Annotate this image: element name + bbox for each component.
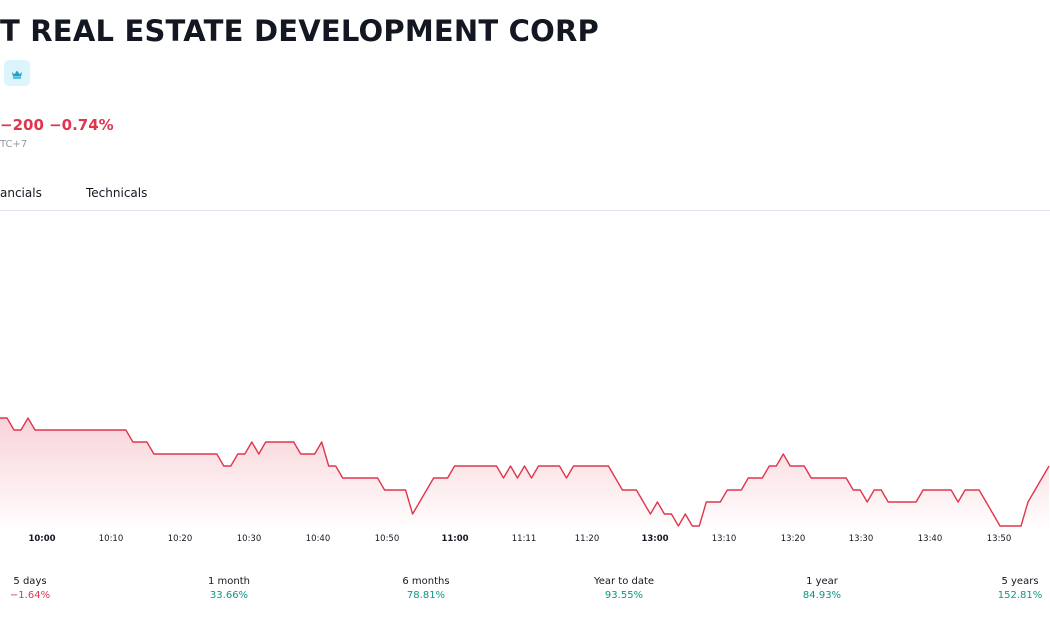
x-tick-label: 10:40 [306,534,331,544]
x-tick-label: 10:00 [28,534,55,544]
x-tick-label: 10:50 [375,534,400,544]
x-tick-label: 10:10 [99,534,124,544]
premium-badge[interactable] [4,60,30,86]
tab-divider [0,210,1050,211]
performance-item[interactable]: 6 months 78.81% [381,576,471,601]
performance-value: 152.81% [997,590,1043,601]
performance-value: 93.55% [604,590,644,601]
performance-row: 5 days −1.64% 1 month 33.66% 6 months 78.81% Y… [0,576,1050,612]
performance-value: 33.66% [209,590,249,601]
x-tick-label: 13:30 [849,534,874,544]
x-tick-label: 11:20 [575,534,600,544]
performance-period-label: 1 year [806,576,838,587]
x-tick-label: 10:30 [237,534,262,544]
x-tick-label: 13:50 [987,534,1012,544]
performance-item[interactable]: 1 year 84.93% [777,576,867,601]
price-change: −200 −0.74% [0,116,114,134]
x-tick-label: 13:40 [918,534,943,544]
x-tick-label: 13:10 [712,534,737,544]
company-title: T REAL ESTATE DEVELOPMENT CORP [0,14,599,48]
performance-item[interactable]: 5 years 152.81% [975,576,1050,601]
performance-period-label: 5 days [13,576,47,587]
performance-value: −1.64% [9,590,51,601]
performance-period-label: 6 months [402,576,450,587]
performance-item[interactable]: 1 month 33.66% [184,576,274,601]
price-area-fill [0,418,1049,528]
performance-period-label: 5 years [1001,576,1039,587]
performance-value: 78.81% [406,590,446,601]
x-tick-label: 10:20 [168,534,193,544]
tab-technicals[interactable]: Technicals [86,186,148,200]
x-tick-label: 11:00 [441,534,468,544]
tab-financials[interactable]: ancials [0,186,42,200]
performance-item[interactable]: 5 days −1.64% [0,576,75,601]
crown-icon [11,64,23,83]
x-tick-label: 13:20 [781,534,806,544]
performance-period-label: Year to date [593,576,655,587]
performance-item[interactable]: Year to date 93.55% [579,576,669,601]
x-axis-ticks: 10:00 10:10 10:20 10:30 10:40 10:50 11:00 11:11… [28,534,1011,544]
price-line [0,417,1050,527]
x-tick-label: 11:11 [512,534,537,544]
timezone-label: TC+7 [0,139,28,150]
tab-bar: ancials Technicals [0,186,1050,210]
performance-value: 84.93% [802,590,842,601]
performance-period-label: 1 month [208,576,250,587]
x-tick-label: 13:00 [641,534,668,544]
